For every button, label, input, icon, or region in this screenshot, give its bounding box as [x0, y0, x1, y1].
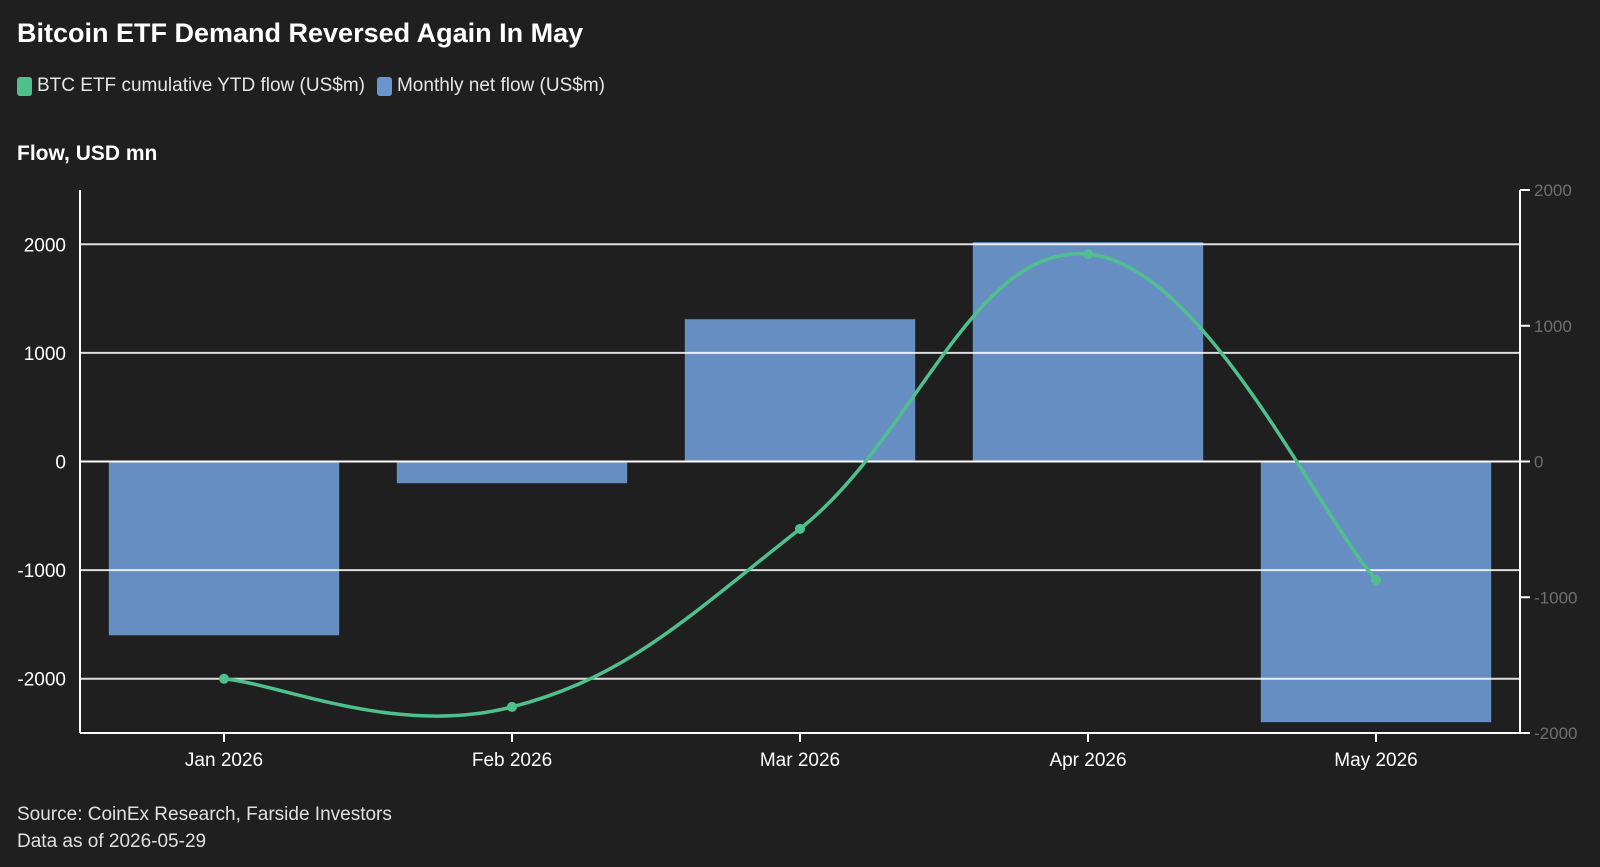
legend-label-cumulative: BTC ETF cumulative YTD flow (US$m) [37, 75, 365, 96]
bar-apr-2026 [972, 242, 1204, 462]
y2-tick-label-0: 0 [1534, 453, 1543, 472]
x-tick-label-apr-2026: Apr 2026 [1049, 750, 1126, 771]
tick-labels: -2000 -1000 0 1000 2000 -2000 -1000 0 1000 2000 Ja… [17, 181, 1577, 771]
y-tick-label-2000: 2000 [24, 235, 66, 256]
axes [79, 189, 1530, 742]
line-series [219, 249, 1381, 718]
line-point-mar-2026 [795, 523, 805, 534]
source-note: Source: CoinEx Research, Farside Investo… [17, 804, 392, 825]
footer: Source: CoinEx Research, Farside Investo… [17, 801, 392, 855]
y-tick-label-1000: 1000 [24, 344, 66, 365]
y2-tick-label--2000: -2000 [1534, 724, 1577, 743]
data-date-note: Data as of 2026-05-29 [17, 831, 207, 852]
y-axis-title: Flow, USD mn [17, 142, 158, 165]
line-point-jan-2026 [219, 673, 229, 684]
line-point-apr-2026 [1083, 249, 1093, 260]
legend-item-monthly: Monthly net flow (US$m) [376, 75, 605, 97]
chart-title: Bitcoin ETF Demand Reversed Again In May [17, 18, 584, 48]
legend-swatch-cumulative [17, 76, 32, 96]
bar-jan-2026 [108, 461, 340, 636]
x-tick-label-feb-2026: Feb 2026 [472, 750, 552, 771]
bar-may-2026 [1260, 461, 1492, 723]
x-tick-label-may-2026: May 2026 [1334, 750, 1417, 771]
y2-tick-label-2000: 2000 [1534, 181, 1572, 200]
y2-tick-label-1000: 1000 [1534, 317, 1572, 336]
line-point-may-2026 [1371, 574, 1381, 585]
y-tick-label--2000: -2000 [17, 670, 66, 691]
gridlines [80, 243, 1520, 680]
legend-item-cumulative: BTC ETF cumulative YTD flow (US$m) [17, 75, 365, 97]
legend: BTC ETF cumulative YTD flow (US$m) Month… [17, 75, 605, 97]
legend-label-monthly: Monthly net flow (US$m) [396, 75, 605, 96]
bar-feb-2026 [396, 461, 628, 484]
bar-series [108, 242, 1492, 723]
x-tick-label-mar-2026: Mar 2026 [760, 750, 840, 771]
line-point-feb-2026 [507, 701, 517, 712]
y-tick-label--1000: -1000 [17, 561, 66, 582]
x-tick-label-jan-2026: Jan 2026 [185, 750, 263, 771]
y2-tick-label--1000: -1000 [1534, 588, 1577, 607]
y-tick-label-0: 0 [55, 453, 66, 474]
legend-swatch-monthly [376, 76, 392, 96]
cumulative-flow-line [222, 252, 1378, 718]
bar-mar-2026 [684, 319, 916, 462]
